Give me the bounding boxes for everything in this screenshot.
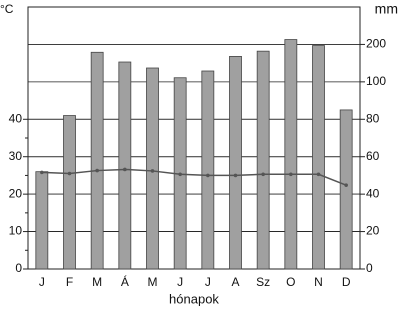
y2-tick-label: 100 xyxy=(366,74,386,88)
y-tick-label: 10 xyxy=(9,224,23,238)
x-tick-label: A xyxy=(231,275,239,289)
bar xyxy=(90,51,104,270)
x-tick-label: J xyxy=(205,275,211,289)
bar xyxy=(256,50,270,270)
bar xyxy=(118,61,132,270)
bar xyxy=(201,70,215,270)
y-unit: °C xyxy=(0,2,14,16)
bar xyxy=(229,56,242,270)
x-axis-label: hónapok xyxy=(169,291,219,306)
y2-unit: mm xyxy=(375,1,398,17)
x-tick-label: M xyxy=(92,275,102,289)
line-point xyxy=(123,167,127,172)
y-tick-label: 40 xyxy=(9,111,23,125)
line-point xyxy=(289,172,293,177)
x-tick-label: D xyxy=(342,275,351,289)
x-tick-label: J xyxy=(177,275,183,289)
y-tick-label: 0 xyxy=(15,261,22,275)
y2-tick-label: 60 xyxy=(366,149,380,163)
x-tick-label: O xyxy=(286,275,295,289)
line-point xyxy=(344,183,348,187)
y2-tick-label: 20 xyxy=(366,224,380,238)
bar xyxy=(63,115,76,270)
y-tick-label: 20 xyxy=(9,186,23,200)
bar xyxy=(339,109,353,270)
y-tick-label: 30 xyxy=(9,149,23,163)
bar xyxy=(35,171,49,270)
line-point xyxy=(40,170,44,175)
x-tick-label: J xyxy=(39,275,45,289)
line-point xyxy=(95,168,99,173)
x-tick-label: Á xyxy=(121,274,129,289)
line-point xyxy=(67,171,72,176)
bar xyxy=(312,45,325,270)
plot-frame xyxy=(27,6,361,270)
line-point xyxy=(233,173,238,178)
y2-tick-label: 200 xyxy=(366,37,386,51)
bar xyxy=(146,67,159,270)
line-point xyxy=(206,173,210,178)
y2-tick-label: 40 xyxy=(366,186,380,200)
x-tick-label: M xyxy=(148,275,158,289)
bar xyxy=(284,39,298,270)
x-tick-label: N xyxy=(314,275,323,289)
line-point xyxy=(261,172,265,177)
line-point xyxy=(178,172,182,177)
line-point xyxy=(316,172,321,177)
x-tick-label: Sz xyxy=(256,275,270,289)
y2-tick-label: 0 xyxy=(366,261,373,275)
x-tick-label: F xyxy=(66,275,73,289)
line xyxy=(41,168,347,186)
line-point xyxy=(150,169,155,173)
y2-tick-label: 80 xyxy=(366,111,380,125)
